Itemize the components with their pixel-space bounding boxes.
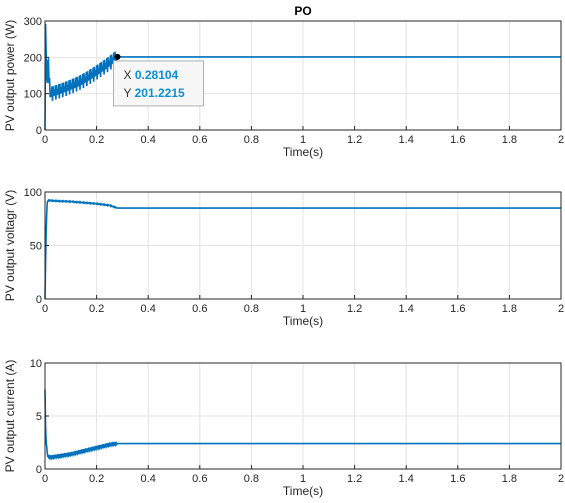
voltage-y-axis-label: PV output voltagr (V) (3, 190, 17, 301)
power-datatip-y: Y 201.2215 (124, 86, 186, 100)
power-x-tick-label: 1.2 (347, 134, 362, 146)
power-x-axis-label: Time(s) (283, 145, 323, 159)
current-x-tick-label: 1.6 (450, 473, 465, 485)
power-datatip-box (113, 60, 205, 107)
voltage-x-tick-label: 0.4 (141, 303, 156, 315)
power-x-tick-label: 1.6 (450, 134, 465, 146)
current-x-tick-label: 1.2 (347, 473, 362, 485)
voltage-series-line (44, 198, 561, 300)
voltage-y-tick-label: 0 (36, 294, 42, 306)
current-x-tick-label: 0.6 (192, 473, 207, 485)
power-x-tick-label: 1 (300, 134, 306, 146)
voltage-x-tick-label: 0.2 (89, 303, 104, 315)
voltage-x-tick-label: 0.6 (192, 303, 207, 315)
current-y-tick-label: 10 (30, 358, 42, 370)
voltage-y-tick-label: 100 (24, 187, 42, 199)
current-x-tick-label: 1 (300, 473, 306, 485)
current-y-tick-label: 5 (36, 411, 42, 423)
voltage-x-tick-label: 1.8 (502, 303, 517, 315)
current-x-tick-label: 1.4 (399, 473, 414, 485)
voltage-x-tick-label: 0.8 (244, 303, 259, 315)
power-y-axis-label: PV output power (W) (3, 20, 17, 131)
datatip-y-value: 201.2215 (135, 86, 185, 100)
datatip-x-label: X (124, 68, 135, 82)
current-x-tick-label: 0.2 (89, 473, 104, 485)
voltage-x-tick-label: 1 (300, 303, 306, 315)
current-x-axis-label: Time(s) (283, 484, 323, 498)
power-x-tick-label: 1.8 (502, 134, 517, 146)
power-x-tick-label: 0.2 (89, 134, 104, 146)
current-x-tick-label: 0.4 (141, 473, 156, 485)
power-plot-title: PO (294, 4, 311, 18)
voltage-x-tick-label: 0 (42, 303, 48, 315)
current-axes: 0 0.2 0.4 0.6 0.8 1 1.2 1.4 1.6 1.8 2 0 5 10 Time(s) PV… (3, 358, 564, 498)
power-x-tick-label: 1.4 (399, 134, 414, 146)
current-y-axis-label: PV output current (A) (3, 360, 17, 473)
current-x-tick-label: 1.8 (502, 473, 517, 485)
power-x-tick-label: 0 (42, 134, 48, 146)
power-series-line (44, 23, 561, 131)
power-x-tick-label: 0.8 (244, 134, 259, 146)
power-datatip-marker (114, 53, 121, 60)
datatip-y-label: Y (124, 86, 135, 100)
voltage-x-tick-label: 1.4 (399, 303, 414, 315)
current-x-tick-label: 0 (42, 473, 48, 485)
power-y-tick-label: 0 (36, 125, 42, 137)
power-datatip-x: X 0.28104 (124, 68, 179, 82)
voltage-x-tick-label: 2 (558, 303, 564, 315)
current-x-tick-label: 2 (558, 473, 564, 485)
power-x-tick-label: 0.6 (192, 134, 207, 146)
power-x-tick-label: 0.4 (141, 134, 156, 146)
current-series-line (44, 389, 561, 462)
current-x-tick-label: 0.8 (244, 473, 259, 485)
voltage-x-tick-label: 1.6 (450, 303, 465, 315)
voltage-y-tick-label: 50 (30, 241, 42, 253)
current-y-tick-label: 0 (36, 464, 42, 476)
power-y-tick-label: 200 (24, 52, 42, 64)
voltage-x-axis-label: Time(s) (283, 314, 323, 328)
power-y-tick-label: 300 (24, 16, 42, 28)
power-x-tick-label: 2 (558, 134, 564, 146)
power-y-tick-label: 100 (24, 89, 42, 101)
power-axes: 0 0.2 0.4 0.6 0.8 1 1.2 1.4 1.6 1.8 2 0 100 200 300 Tim… (3, 4, 564, 159)
voltage-x-tick-label: 1.2 (347, 303, 362, 315)
datatip-x-value: 0.28104 (135, 68, 179, 82)
voltage-axes: 0 0.2 0.4 0.6 0.8 1 1.2 1.4 1.6 1.8 2 0 50 100 Time(s)… (3, 187, 564, 328)
